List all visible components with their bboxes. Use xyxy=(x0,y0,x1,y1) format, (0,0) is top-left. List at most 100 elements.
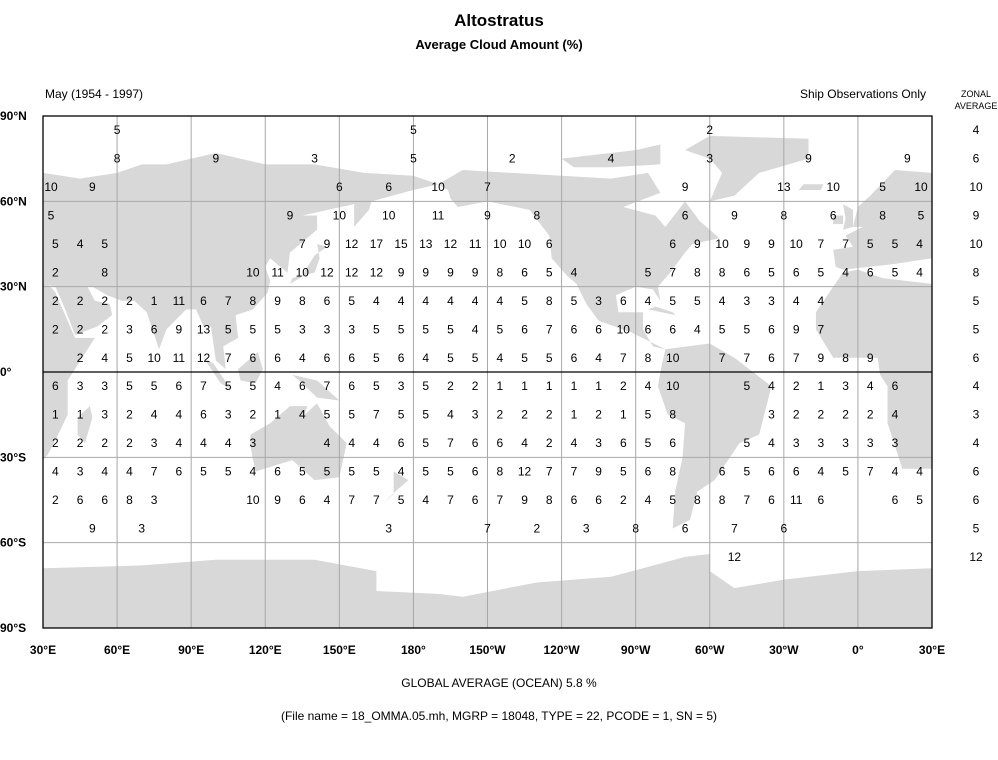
cell-value: 9 xyxy=(287,209,294,223)
cell-value: 9 xyxy=(422,265,429,279)
cell-value: 2 xyxy=(546,436,553,450)
lon-tick-label: 150°W xyxy=(469,643,506,657)
cell-value: 4 xyxy=(422,294,429,308)
cell-value: 5 xyxy=(398,322,405,336)
cell-value: 1 xyxy=(595,379,602,393)
cell-value: 6 xyxy=(336,180,343,194)
cell-value: 6 xyxy=(793,265,800,279)
cell-value: 5 xyxy=(879,180,886,194)
cell-value: 3 xyxy=(225,408,232,422)
cell-value: 6 xyxy=(669,322,676,336)
cell-value: 5 xyxy=(669,493,676,507)
cell-value: 5 xyxy=(422,436,429,450)
cell-value: 9 xyxy=(904,152,911,166)
cell-value: 7 xyxy=(324,379,331,393)
cell-value: 5 xyxy=(410,152,417,166)
cell-value: 8 xyxy=(780,209,787,223)
cell-value: 8 xyxy=(299,294,306,308)
cell-value: 8 xyxy=(534,209,541,223)
cell-value: 5 xyxy=(719,322,726,336)
cell-value: 6 xyxy=(571,493,578,507)
cell-value: 3 xyxy=(126,322,133,336)
cell-value: 5 xyxy=(225,465,232,479)
cell-value: 4 xyxy=(200,436,207,450)
cell-value: 7 xyxy=(842,237,849,251)
cell-value: 10 xyxy=(246,265,260,279)
cell-value: 5 xyxy=(373,322,380,336)
cell-value: 5 xyxy=(694,294,701,308)
cell-value: 5 xyxy=(867,237,874,251)
axis-labels: 90°N60°N30°N0°30°S60°S90°S30°E 60°E 90°E 12… xyxy=(0,109,945,657)
cell-value: 11 xyxy=(271,265,284,279)
cell-value: 5 xyxy=(818,265,825,279)
cell-value: 1 xyxy=(77,408,84,422)
lat-tick-label: 30°S xyxy=(0,450,26,464)
cell-value: 2 xyxy=(793,379,800,393)
cell-value: 3 xyxy=(101,408,108,422)
lon-tick-label: 30°E xyxy=(919,643,945,657)
cell-value: 7 xyxy=(497,493,504,507)
cell-value: 12 xyxy=(728,550,742,564)
cell-value: 12 xyxy=(197,351,211,365)
cell-value: 4 xyxy=(818,294,825,308)
cell-value: 1 xyxy=(571,408,578,422)
cell-value: 5 xyxy=(373,351,380,365)
cell-value: 6 xyxy=(200,408,207,422)
cell-value: 5 xyxy=(620,465,627,479)
cell-value: 5 xyxy=(916,493,923,507)
cell-value: 9 xyxy=(768,237,775,251)
cell-value: 6 xyxy=(348,351,355,365)
zonal-average-value: 10 xyxy=(969,237,983,251)
cell-value: 7 xyxy=(818,322,825,336)
cell-value: 4 xyxy=(348,436,355,450)
cell-value: 7 xyxy=(571,465,578,479)
lat-tick-label: 90°N xyxy=(0,109,27,123)
cell-value: 5 xyxy=(422,465,429,479)
cell-value: 7 xyxy=(620,351,627,365)
cell-value: 6 xyxy=(398,351,405,365)
cell-value: 3 xyxy=(818,436,825,450)
cell-value: 5 xyxy=(324,408,331,422)
cell-value: 4 xyxy=(645,379,652,393)
cell-value: 7 xyxy=(669,265,676,279)
cell-value: 6 xyxy=(719,465,726,479)
cell-value: 4 xyxy=(571,265,578,279)
cell-value: 6 xyxy=(324,351,331,365)
cell-value: 9 xyxy=(521,493,528,507)
cell-value: 4 xyxy=(595,351,602,365)
ireland-land xyxy=(833,215,844,225)
iceland-land xyxy=(798,184,824,190)
cell-value: 2 xyxy=(52,322,59,336)
lat-tick-label: 90°S xyxy=(0,621,26,635)
cell-value: 7 xyxy=(546,465,553,479)
lon-tick-label: 90°E xyxy=(178,643,204,657)
cell-value: 2 xyxy=(595,408,602,422)
cell-value: 3 xyxy=(385,521,392,535)
lon-tick-label: 30°E xyxy=(30,643,56,657)
period-label: May (1954 - 1997) xyxy=(45,87,144,101)
cell-value: 10 xyxy=(147,351,161,365)
lon-tick-label: 180° xyxy=(401,643,426,657)
cell-value: 3 xyxy=(595,436,602,450)
cell-value: 2 xyxy=(101,294,108,308)
cell-value: 6 xyxy=(250,351,257,365)
cell-value: 7 xyxy=(373,493,380,507)
cell-value: 2 xyxy=(101,322,108,336)
cell-value: 4 xyxy=(373,436,380,450)
cell-value: 3 xyxy=(583,521,590,535)
cell-value: 9 xyxy=(731,209,738,223)
cell-value: 9 xyxy=(793,322,800,336)
madagascar-land xyxy=(77,406,93,444)
cell-value: 4 xyxy=(101,465,108,479)
cell-value: 6 xyxy=(768,493,775,507)
cell-value: 10 xyxy=(790,237,804,251)
cell-value: 3 xyxy=(324,322,331,336)
zonal-average-value: 6 xyxy=(973,152,980,166)
cell-value: 3 xyxy=(101,379,108,393)
cell-value: 13 xyxy=(419,237,433,251)
cell-value: 6 xyxy=(669,237,676,251)
cell-value: 6 xyxy=(867,265,874,279)
cell-value: 1 xyxy=(521,379,528,393)
cell-value: 10 xyxy=(518,237,532,251)
